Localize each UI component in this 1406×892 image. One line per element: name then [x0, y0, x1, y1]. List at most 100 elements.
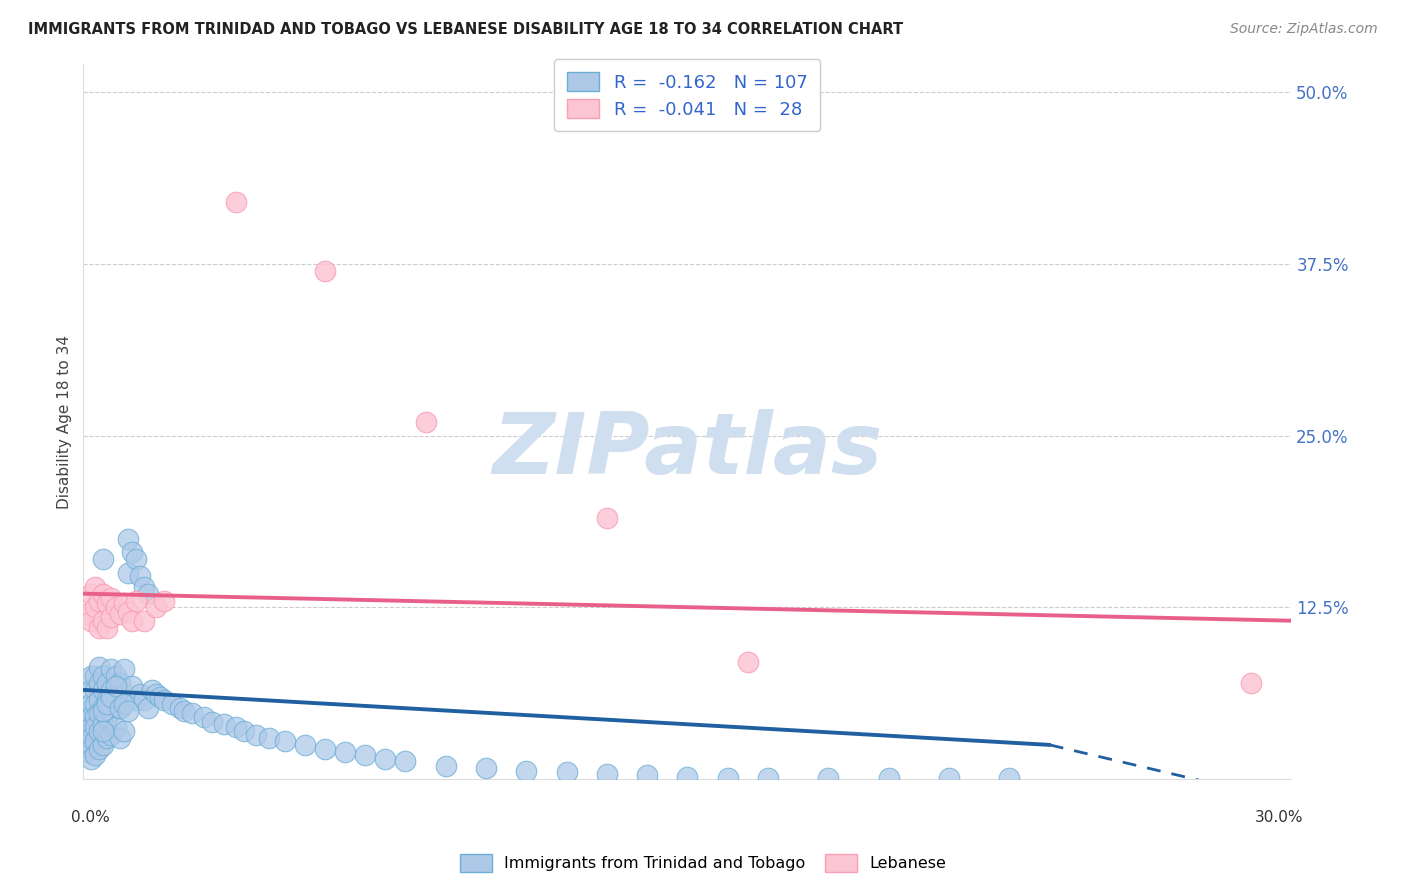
- Point: [212, 717, 235, 731]
- Point: [128, 568, 150, 582]
- Point: [112, 697, 135, 711]
- Point: [475, 761, 498, 775]
- Point: [121, 679, 143, 693]
- Text: ZIPatlas: ZIPatlas: [492, 409, 883, 491]
- Point: [153, 692, 176, 706]
- Point: [89, 706, 111, 721]
- Point: [169, 700, 191, 714]
- Y-axis label: Disability Age 18 to 34: Disability Age 18 to 34: [58, 334, 72, 508]
- Point: [96, 621, 118, 635]
- Point: [1240, 676, 1263, 690]
- Point: [136, 587, 159, 601]
- Point: [117, 605, 139, 619]
- Point: [76, 710, 98, 724]
- Point: [80, 614, 103, 628]
- Point: [108, 731, 131, 745]
- Point: [89, 593, 111, 607]
- Point: [76, 724, 98, 739]
- Point: [314, 742, 336, 756]
- Text: 30.0%: 30.0%: [1256, 810, 1303, 825]
- Point: [173, 704, 195, 718]
- Point: [124, 552, 146, 566]
- Point: [112, 724, 135, 739]
- Point: [108, 607, 131, 622]
- Point: [374, 751, 396, 765]
- Point: [716, 771, 738, 785]
- Point: [121, 545, 143, 559]
- Point: [93, 552, 115, 566]
- Point: [141, 682, 163, 697]
- Legend: Immigrants from Trinidad and Tobago, Lebanese: Immigrants from Trinidad and Tobago, Leb…: [451, 847, 955, 880]
- Point: [193, 710, 215, 724]
- Point: [89, 621, 111, 635]
- Point: [80, 710, 103, 724]
- Point: [96, 676, 118, 690]
- Point: [93, 704, 115, 718]
- Point: [257, 731, 280, 745]
- Point: [100, 682, 122, 697]
- Point: [314, 263, 336, 277]
- Point: [737, 656, 759, 670]
- Point: [108, 700, 131, 714]
- Point: [93, 700, 115, 714]
- Point: [415, 415, 437, 429]
- Point: [555, 765, 578, 780]
- Point: [100, 690, 122, 704]
- Point: [104, 669, 127, 683]
- Point: [596, 511, 619, 525]
- Point: [121, 614, 143, 628]
- Text: Source: ZipAtlas.com: Source: ZipAtlas.com: [1230, 22, 1378, 37]
- Point: [938, 771, 960, 785]
- Point: [136, 700, 159, 714]
- Point: [877, 771, 900, 785]
- Point: [76, 704, 98, 718]
- Point: [80, 682, 103, 697]
- Point: [93, 738, 115, 752]
- Point: [225, 720, 247, 734]
- Point: [93, 587, 115, 601]
- Point: [100, 704, 122, 718]
- Point: [676, 770, 699, 784]
- Text: IMMIGRANTS FROM TRINIDAD AND TOBAGO VS LEBANESE DISABILITY AGE 18 TO 34 CORRELAT: IMMIGRANTS FROM TRINIDAD AND TOBAGO VS L…: [28, 22, 903, 37]
- Point: [100, 591, 122, 605]
- Point: [112, 662, 135, 676]
- Point: [89, 676, 111, 690]
- Point: [96, 596, 118, 610]
- Point: [181, 706, 204, 721]
- Point: [93, 724, 115, 739]
- Point: [273, 733, 295, 747]
- Point: [100, 728, 122, 742]
- Point: [132, 580, 155, 594]
- Point: [145, 687, 167, 701]
- Point: [89, 724, 111, 739]
- Point: [117, 704, 139, 718]
- Point: [80, 669, 103, 683]
- Point: [89, 692, 111, 706]
- Point: [84, 710, 107, 724]
- Legend: R =  -0.162   N = 107, R =  -0.041   N =  28: R = -0.162 N = 107, R = -0.041 N = 28: [554, 59, 820, 131]
- Point: [434, 758, 457, 772]
- Point: [245, 728, 267, 742]
- Point: [76, 717, 98, 731]
- Point: [93, 669, 115, 683]
- Point: [93, 614, 115, 628]
- Point: [84, 682, 107, 697]
- Point: [93, 717, 115, 731]
- Point: [117, 566, 139, 580]
- Point: [117, 532, 139, 546]
- Point: [145, 600, 167, 615]
- Point: [201, 714, 224, 729]
- Point: [80, 720, 103, 734]
- Point: [93, 682, 115, 697]
- Point: [124, 593, 146, 607]
- Point: [76, 738, 98, 752]
- Text: 0.0%: 0.0%: [72, 810, 110, 825]
- Point: [76, 745, 98, 759]
- Point: [817, 771, 839, 785]
- Point: [998, 771, 1021, 785]
- Point: [354, 747, 377, 762]
- Point: [84, 580, 107, 594]
- Point: [96, 710, 118, 724]
- Point: [149, 690, 172, 704]
- Point: [80, 587, 103, 601]
